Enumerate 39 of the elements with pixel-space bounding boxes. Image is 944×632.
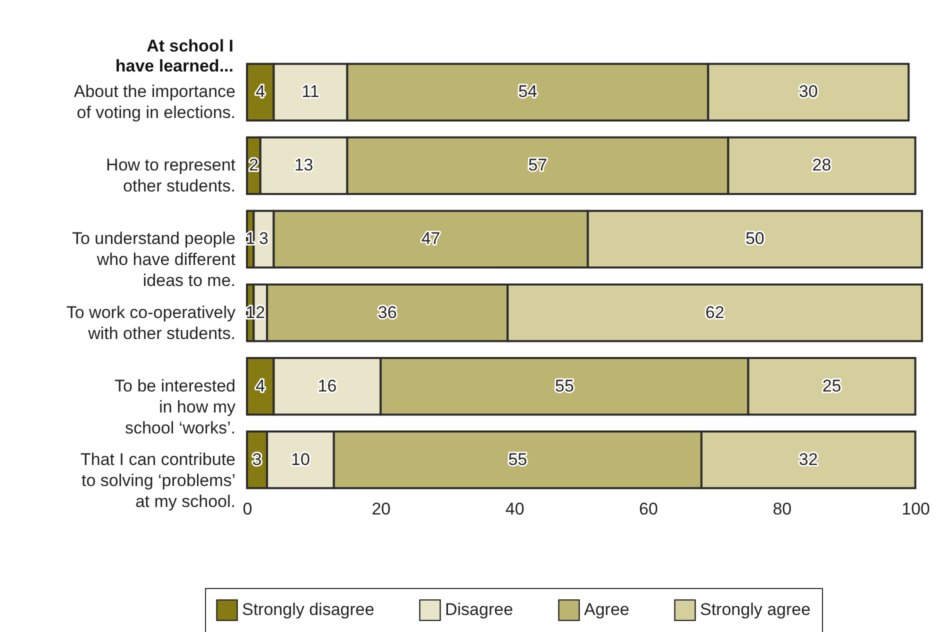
y-tick-label: To be interested in how my school ‘works’.	[114, 376, 236, 438]
data-label: 36	[378, 302, 397, 322]
data-label: 3	[252, 450, 262, 469]
data-label: 54	[518, 82, 538, 102]
x-tick-label: 0	[242, 500, 252, 518]
legend-label: Agree	[584, 600, 630, 620]
y-tick-label: To work co-operatively with other students.	[66, 302, 236, 343]
data-label: 57	[528, 156, 548, 175]
legend-label: Strongly disagree	[242, 600, 374, 620]
data-label: 13	[294, 156, 314, 175]
data-label: 47	[421, 229, 440, 248]
data-label: 50	[745, 229, 764, 248]
data-label: 3	[258, 229, 268, 248]
x-tick-label: 80	[772, 500, 792, 518]
y-tick-label: About the importance of voting in elections.	[74, 82, 236, 122]
y-tick-label: How to represent other students.	[106, 156, 236, 196]
data-label: 2	[248, 156, 258, 175]
x-tick-label: 40	[505, 500, 524, 518]
data-label: 4	[256, 82, 266, 102]
data-label: 4	[256, 376, 266, 396]
data-label: 28	[812, 156, 832, 175]
legend-label: Disagree	[445, 600, 514, 620]
x-tick-label: 100	[902, 500, 930, 518]
data-label: 55	[508, 450, 528, 469]
data-label: 32	[798, 450, 818, 469]
data-label: 10	[291, 450, 310, 469]
data-label: 30	[798, 82, 818, 102]
x-tick-label: 20	[372, 500, 391, 518]
data-label: 11	[302, 82, 320, 102]
y-tick-label: That I can contribute to solving ‘problems’ at my school.	[80, 450, 236, 511]
data-label: 62	[705, 302, 724, 322]
data-label: 2	[256, 302, 266, 322]
legend-label: Strongly agree	[700, 600, 811, 620]
data-label: 25	[822, 376, 842, 396]
data-label: 55	[554, 376, 574, 396]
y-axis-title: At school I have learned...	[115, 36, 234, 76]
x-tick-label: 60	[639, 500, 658, 518]
data-label: 16	[318, 376, 337, 396]
y-tick-label: To understand people who have different ideas to me.	[72, 229, 236, 290]
